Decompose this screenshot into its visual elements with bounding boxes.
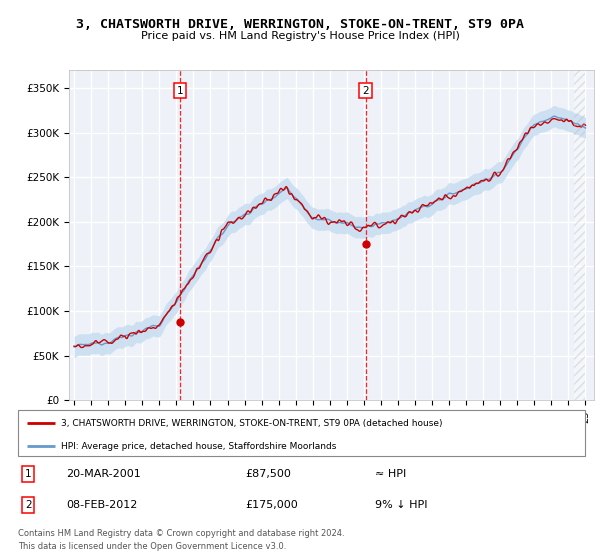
FancyBboxPatch shape: [18, 410, 585, 456]
Text: 20-MAR-2001: 20-MAR-2001: [66, 469, 141, 479]
Text: 1: 1: [25, 469, 31, 479]
Text: 3, CHATSWORTH DRIVE, WERRINGTON, STOKE-ON-TRENT, ST9 0PA (detached house): 3, CHATSWORTH DRIVE, WERRINGTON, STOKE-O…: [61, 419, 442, 428]
Text: £87,500: £87,500: [245, 469, 290, 479]
Text: Contains HM Land Registry data © Crown copyright and database right 2024.
This d: Contains HM Land Registry data © Crown c…: [18, 529, 344, 550]
Text: Price paid vs. HM Land Registry's House Price Index (HPI): Price paid vs. HM Land Registry's House …: [140, 31, 460, 41]
Text: 1: 1: [177, 86, 184, 96]
Text: 3, CHATSWORTH DRIVE, WERRINGTON, STOKE-ON-TRENT, ST9 0PA: 3, CHATSWORTH DRIVE, WERRINGTON, STOKE-O…: [76, 18, 524, 31]
Text: ≈ HPI: ≈ HPI: [375, 469, 406, 479]
Text: £175,000: £175,000: [245, 500, 298, 510]
Text: HPI: Average price, detached house, Staffordshire Moorlands: HPI: Average price, detached house, Staf…: [61, 442, 336, 451]
Text: 08-FEB-2012: 08-FEB-2012: [66, 500, 137, 510]
Text: 2: 2: [25, 500, 31, 510]
Text: 2: 2: [362, 86, 369, 96]
Text: 9% ↓ HPI: 9% ↓ HPI: [375, 500, 428, 510]
